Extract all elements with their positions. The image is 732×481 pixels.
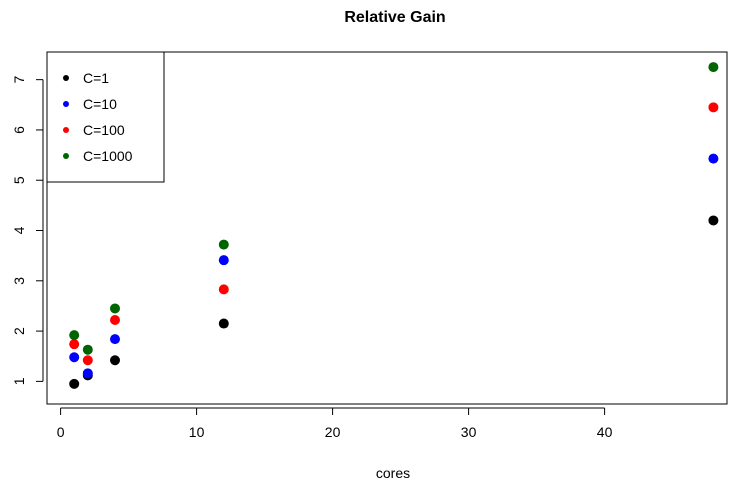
y-tick-label: 6 [11,126,27,134]
point-c1-x48 [708,215,719,226]
point-c10-x2 [82,368,93,379]
legend-marker [63,153,69,159]
legend-label: C=100 [83,122,125,138]
x-tick-label: 0 [57,424,65,440]
point-c100-x12 [218,284,229,295]
y-tick-label: 1 [11,377,27,385]
point-c10-x12 [218,255,229,266]
point-c100-x48 [708,102,719,113]
x-tick-label: 30 [461,424,477,440]
y-axis: 1 2 3 4 5 6 7 [11,76,44,385]
legend-marker [63,75,69,81]
legend-label: C=1 [83,70,109,86]
point-c10-x48 [708,153,719,164]
point-c1000-x4 [110,303,120,314]
legend-box [46,51,165,183]
y-tick-label: 4 [11,226,27,234]
legend: C=1 C=10 C=100 C=1000 [46,51,165,183]
point-c1-x4 [110,355,120,366]
point-c100-x4 [110,315,120,326]
point-c1000-x12 [218,239,229,250]
point-c10-x4 [110,334,120,345]
chart-title: Relative Gain [344,9,445,26]
point-c1000-x1 [69,330,80,341]
point-c1000-x48 [708,62,719,73]
y-tick-label: 7 [11,76,27,84]
x-tick-label: 40 [597,424,613,440]
x-axis-label: cores [376,465,410,481]
legend-marker [63,101,69,107]
point-c1-x12 [218,318,229,329]
legend-marker [63,127,69,133]
data-points [69,62,719,389]
point-c1-x1 [69,378,80,389]
y-tick-label: 5 [11,176,27,184]
point-c100-x1 [69,339,80,350]
point-c100-x2 [82,355,93,366]
y-tick-label: 2 [11,327,27,335]
x-tick-label: 10 [189,424,205,440]
point-c10-x1 [69,352,80,363]
y-tick-label: 3 [11,277,27,285]
x-axis: 0 10 20 30 40 [57,407,613,440]
x-tick-label: 20 [325,424,341,440]
legend-label: C=10 [83,96,117,112]
plot-frame [46,51,728,405]
point-c1000-x2 [82,344,93,355]
legend-label: C=1000 [83,148,133,164]
